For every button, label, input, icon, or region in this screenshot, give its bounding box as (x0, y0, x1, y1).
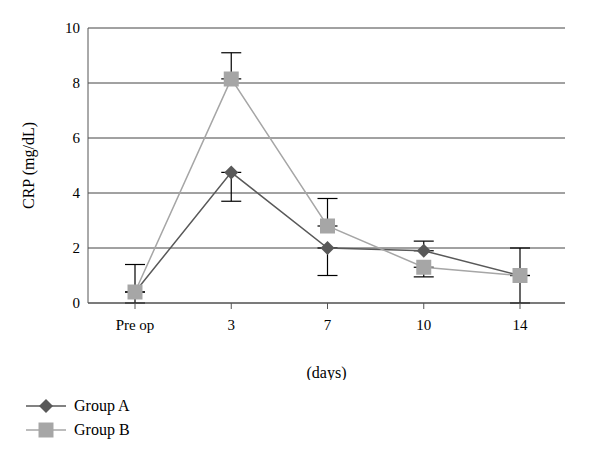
svg-text:0: 0 (73, 295, 81, 311)
html-text:Group B: Group B (74, 421, 130, 438)
svg-text:8: 8 (73, 75, 81, 91)
svg-text:2: 2 (73, 240, 81, 256)
svg-text:7: 7 (324, 317, 332, 333)
svg-text:Pre op: Pre op (116, 317, 155, 333)
svg-text:4: 4 (73, 185, 81, 201)
html-text:Group A: Group A (74, 397, 130, 414)
svg-text:14: 14 (513, 317, 529, 333)
svg-text:10: 10 (416, 317, 431, 333)
svg-text:(days): (days) (307, 364, 347, 380)
svg-text:CRP (mg/dL): CRP (mg/dL) (20, 122, 38, 209)
svg-text:10: 10 (65, 20, 80, 36)
svg-text:3: 3 (228, 317, 236, 333)
svg-text:6: 6 (73, 130, 81, 146)
